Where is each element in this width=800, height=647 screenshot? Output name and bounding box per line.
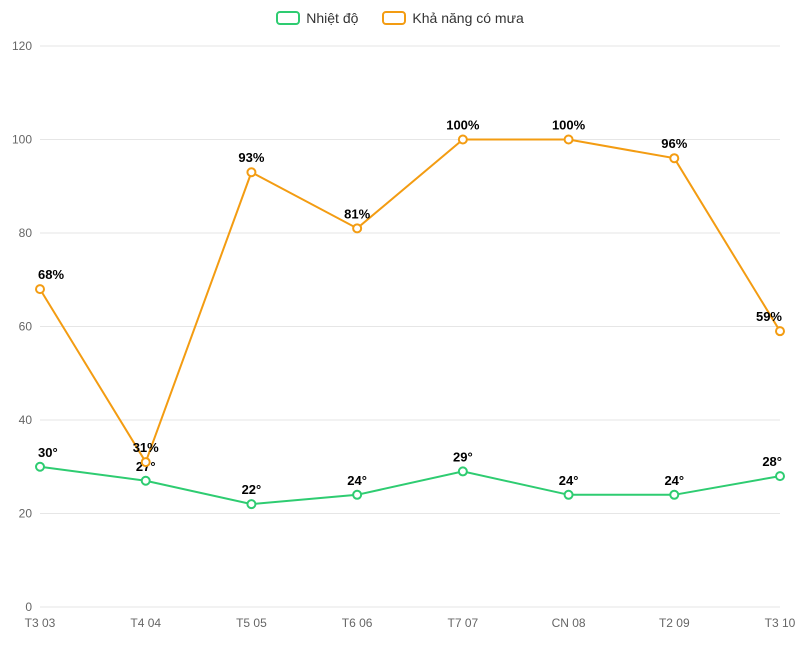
svg-text:59%: 59% — [756, 309, 782, 324]
svg-text:120: 120 — [12, 39, 32, 53]
legend-swatch-temperature — [276, 11, 300, 25]
weather-chart: Nhiệt độ Khả năng có mưa 0 20 40 60 80 100 120… — [0, 0, 800, 647]
legend-label-temperature: Nhiệt độ — [306, 10, 358, 26]
svg-text:24°: 24° — [347, 473, 367, 488]
svg-text:20: 20 — [19, 507, 33, 521]
svg-text:28°: 28° — [762, 454, 782, 469]
legend-label-rain: Khả năng có mưa — [412, 10, 523, 26]
svg-text:68%: 68% — [38, 267, 64, 282]
svg-text:96%: 96% — [661, 136, 687, 151]
svg-text:T7 07: T7 07 — [448, 616, 479, 630]
legend-rain[interactable]: Khả năng có mưa — [382, 10, 523, 26]
svg-text:T6 06: T6 06 — [342, 616, 373, 630]
svg-text:24°: 24° — [664, 473, 684, 488]
legend-temperature[interactable]: Nhiệt độ — [276, 10, 358, 26]
svg-text:24°: 24° — [559, 473, 579, 488]
plot-area: 0 20 40 60 80 100 120 T3 03 T4 04 T5 05 T6 06 T7 07… — [0, 36, 800, 647]
chart-svg: 0 20 40 60 80 100 120 T3 03 T4 04 T5 05 T6 06 T7 07… — [0, 36, 800, 647]
svg-text:T2 09: T2 09 — [659, 616, 690, 630]
svg-text:CN 08: CN 08 — [552, 616, 586, 630]
svg-text:60: 60 — [19, 320, 33, 334]
svg-text:0: 0 — [25, 600, 32, 614]
svg-text:30°: 30° — [38, 445, 58, 460]
svg-text:22°: 22° — [242, 482, 262, 497]
svg-text:100: 100 — [12, 133, 32, 147]
svg-text:40: 40 — [19, 413, 33, 427]
svg-text:93%: 93% — [238, 150, 264, 165]
svg-text:T5 05: T5 05 — [236, 616, 267, 630]
chart-legend: Nhiệt độ Khả năng có mưa — [0, 0, 800, 36]
svg-text:T3 03: T3 03 — [25, 616, 56, 630]
legend-swatch-rain — [382, 11, 406, 25]
svg-text:T4 04: T4 04 — [130, 616, 161, 630]
svg-text:29°: 29° — [453, 449, 473, 464]
svg-text:31%: 31% — [133, 440, 159, 455]
svg-text:T3 10: T3 10 — [765, 616, 796, 630]
svg-text:81%: 81% — [344, 206, 370, 221]
svg-text:80: 80 — [19, 226, 33, 240]
svg-text:100%: 100% — [552, 118, 586, 133]
svg-text:100%: 100% — [446, 118, 480, 133]
